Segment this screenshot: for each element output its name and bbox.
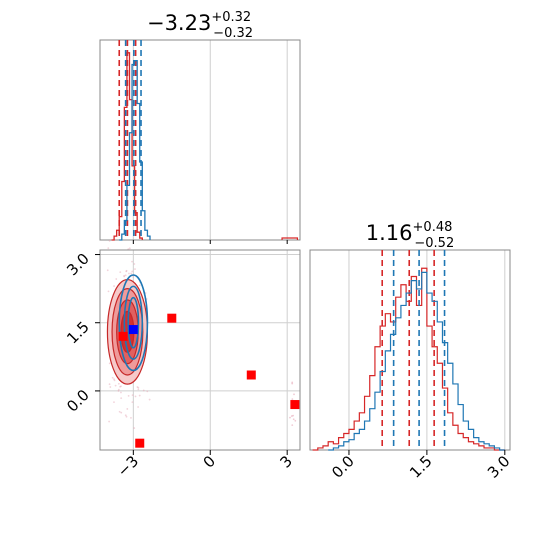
scatter-point [128,272,130,275]
scatter-point [125,415,128,418]
title-sup: +0.48 [413,220,453,235]
scatter-point [109,386,112,388]
scatter-point [117,390,120,392]
scatter-point [113,401,115,404]
scatter-point [108,383,111,386]
title-sup: +0.32 [211,10,251,25]
scatter-point [131,270,134,273]
blue-contour-1 [123,285,144,360]
scatter-point [291,424,294,427]
top-hist-frame [99,39,301,241]
blue-marker [128,325,138,335]
histogram-tail-red [281,237,299,240]
scatter-point [119,271,122,274]
title-bottom-right: 1.16+0.48 −0.52 [366,220,454,251]
scatter-point [134,395,137,398]
scatter-point [113,285,115,287]
scatter-point [134,268,136,270]
scatter-point [125,269,128,272]
joint-scatter-contour: −3 0 3 3.0 1.5 0.0 [63,240,301,480]
red-marker-3 [290,400,300,410]
x-tick-label-2: 3 [277,452,296,471]
blue-contour-0 [127,296,140,349]
scatter-point [127,394,130,397]
scatter-point [131,260,133,263]
scatter-point [138,284,141,287]
histogram-blue [328,271,505,451]
scatter-point [292,414,294,417]
x-tick-label-1: 1.5 [406,452,436,482]
scatter-point [131,401,134,404]
scatter-point [291,381,294,384]
scatter-point [118,410,121,413]
scatter-point [124,414,127,417]
title-value: 1.16 [366,221,413,245]
y-tick-label-1: 1.5 [63,318,93,348]
scatter-point [124,274,127,277]
scatter-point [146,390,149,393]
scatter-point [293,393,295,396]
scatter-point [115,278,118,280]
scatter-point [106,269,109,272]
scatter-point [108,420,111,423]
red-marker-4 [135,438,145,448]
x-tick-label-1: 0 [200,452,219,471]
red-marker-0 [118,331,128,341]
marginal-histogram-x: −3.23+0.32 −0.32 [99,10,301,244]
scatter-point [126,408,129,410]
scatter-point [130,416,132,419]
scatter-point [148,398,151,401]
title-sub: −0.52 [414,236,454,251]
scatter-point [130,272,133,275]
title-top-left: −3.23+0.32 −0.32 [147,10,253,41]
x-tick-label-0: −3 [114,452,142,480]
blue-contour-2 [118,274,149,372]
scatter-point [136,386,139,388]
title-value: −3.23 [147,11,211,35]
scatter-point [111,376,114,379]
x-tick-label-0: 0.0 [328,452,358,482]
y-tick-label-0: 3.0 [63,250,93,280]
scatter-point [137,406,140,408]
scatter-point [120,385,122,388]
scatter-point [292,418,295,421]
scatter-point [142,389,145,392]
scatter-point [138,394,141,397]
scatter-point [120,391,122,394]
scatter-point [133,263,136,265]
scatter-point [123,274,126,277]
scatter-point [117,382,120,385]
scatter-point [133,427,136,429]
scatter-point [137,388,140,391]
scatter-point [128,247,131,250]
scatter-point [291,398,294,401]
scatter-point [107,290,110,293]
scatter-point [108,240,111,242]
red-marker-2 [246,370,256,380]
scatter-point [289,416,291,419]
scatter-point [120,411,123,414]
scatter-point [131,394,134,397]
joint-frame [99,249,301,451]
scatter-point [107,247,110,250]
scatter-point [291,382,294,385]
scatter-point [294,419,297,422]
scatter-point [120,397,123,400]
marginal-histogram-y: 0.0 1.5 3.0 1.16+0.48 −0.52 [309,220,514,482]
red-marker-1 [167,313,177,323]
y-tick-label-2: 0.0 [63,386,93,416]
scatter-point [113,379,116,382]
scatter-point [108,362,111,365]
x-tick-label-2: 3.0 [484,452,514,482]
scatter-point [132,276,135,278]
scatter-point [114,384,117,387]
title-sub: −0.32 [213,26,253,41]
